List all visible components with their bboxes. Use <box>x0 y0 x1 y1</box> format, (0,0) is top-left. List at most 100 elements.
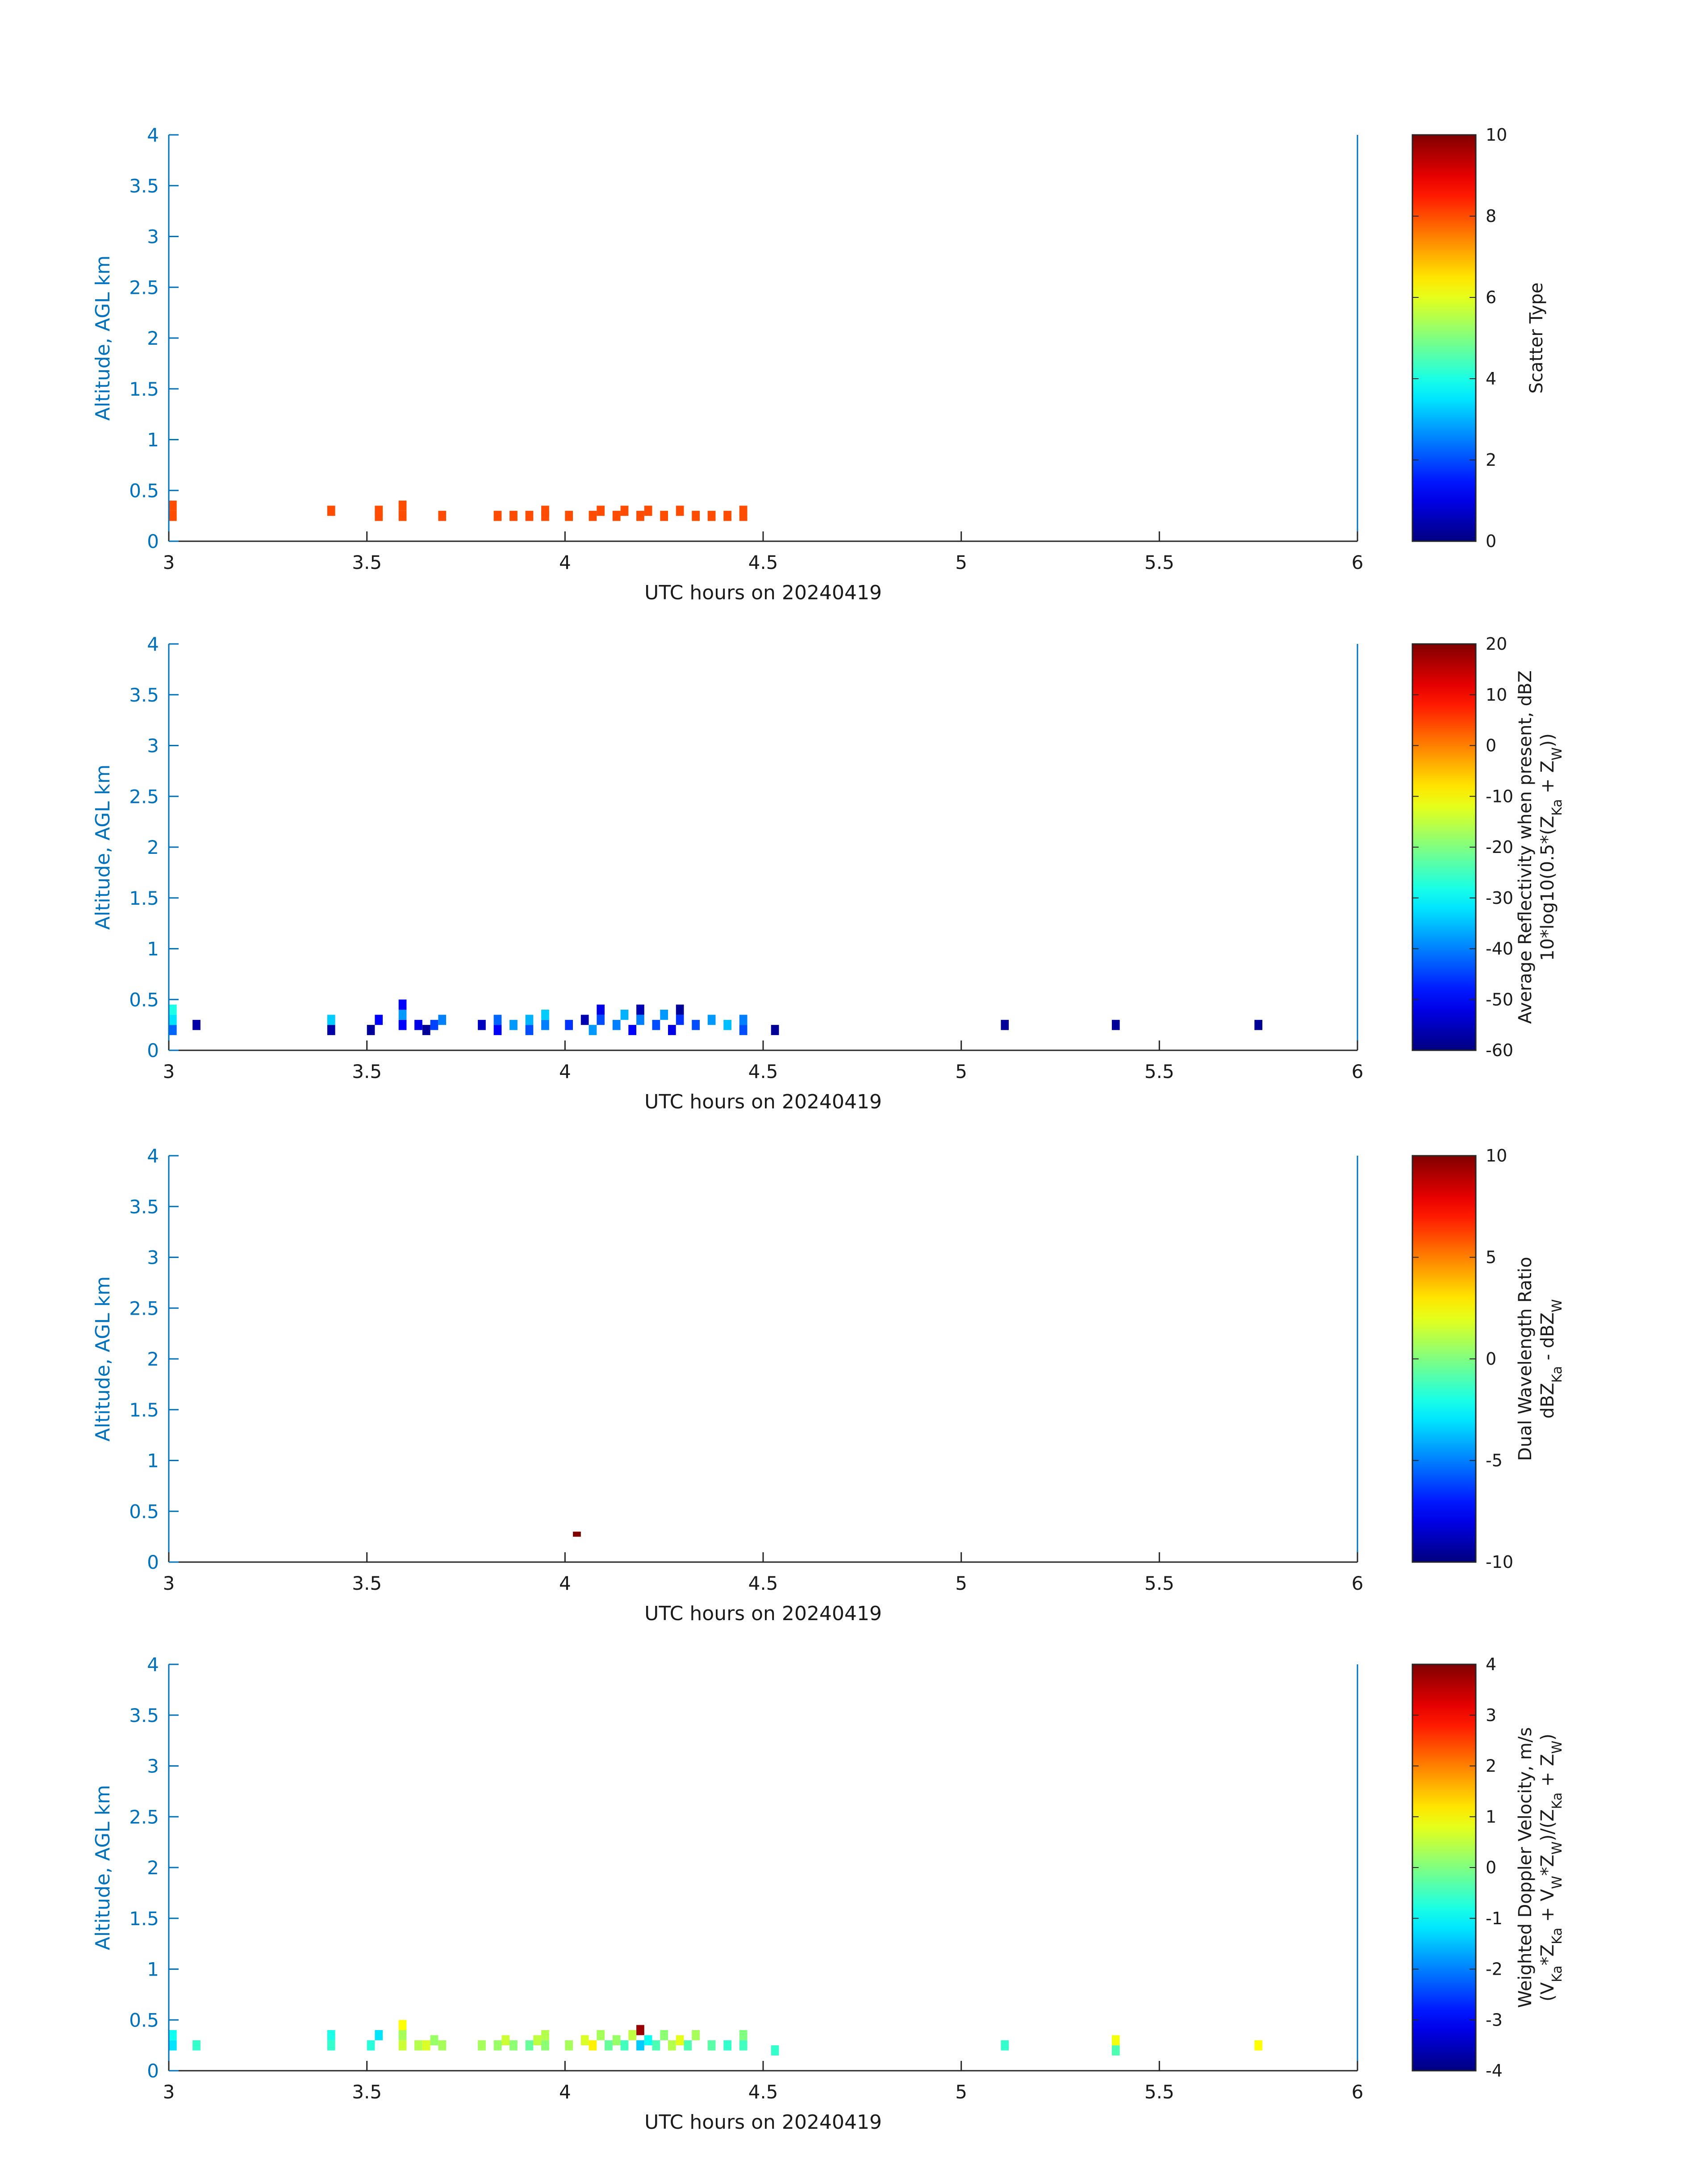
colorbar-gradient <box>1412 643 1477 1051</box>
colorbar-tick-label: -60 <box>1486 1040 1513 1060</box>
y-axis-label: Altitude, AGL km <box>92 765 114 930</box>
colorbar-tick-label: 10 <box>1486 1146 1507 1166</box>
data-cell <box>707 1015 716 1025</box>
data-cell <box>620 2040 629 2051</box>
data-cell <box>541 2030 549 2040</box>
data-cell <box>398 510 407 521</box>
data-cell <box>692 1020 700 1030</box>
colorbar-label: Average Reflectivity when present, dBZ 10… <box>1515 670 1565 1024</box>
data-cell <box>493 1015 502 1025</box>
data-cell <box>692 2030 700 2040</box>
y-tick-label: 0 <box>147 531 159 552</box>
data-cell <box>676 2035 684 2046</box>
x-tick-label: 4.5 <box>748 552 778 573</box>
data-cell <box>398 2040 407 2051</box>
data-cell <box>493 1025 502 1035</box>
data-cells <box>169 2020 1262 2056</box>
colorbar-tick-label: -10 <box>1486 786 1513 806</box>
data-cell <box>652 2040 660 2051</box>
panel-3: 3 3.5 4 4.5 5 5.5 6 0 0.5 1 1.5 2 2.5 3 3.5 4 UTC hours … <box>92 1145 1565 1625</box>
data-cell <box>501 2035 510 2046</box>
x-tick-label: 6 <box>1352 552 1364 573</box>
colorbar-tick-label: 1 <box>1486 1807 1496 1826</box>
data-cell <box>565 2040 573 2051</box>
data-cell <box>739 1025 748 1035</box>
x-tick-label: 3.5 <box>352 1061 382 1082</box>
y-tick-label: 1.5 <box>129 378 159 400</box>
data-cell <box>192 2040 200 2051</box>
data-cell <box>375 1015 383 1025</box>
data-cell <box>541 1010 549 1020</box>
data-cell <box>398 1010 407 1020</box>
x-tick-label: 3.5 <box>352 2081 382 2103</box>
data-cell <box>589 510 597 521</box>
colorbar-label: Scatter Type <box>1526 283 1547 394</box>
data-cell <box>430 1020 438 1030</box>
y-tick-label: 3.5 <box>129 1196 159 1218</box>
data-cell <box>668 2040 676 2051</box>
y-tick-label: 4 <box>147 633 159 655</box>
colorbar-label-line: Weighted Doppler Velocity, m/s <box>1515 1727 1536 2008</box>
data-cell <box>367 1025 375 1035</box>
data-cell <box>1254 1020 1262 1030</box>
data-cell <box>565 510 573 521</box>
y-tick-label: 4 <box>147 1145 159 1167</box>
x-tick-label: 4.5 <box>748 2081 778 2103</box>
data-cell <box>636 1015 644 1025</box>
data-cell <box>533 2035 541 2046</box>
colorbar-tick-label: -10 <box>1486 1552 1513 1572</box>
data-cell <box>1001 2040 1009 2051</box>
data-cells <box>573 1531 581 1537</box>
data-cell <box>723 510 731 521</box>
data-cell <box>438 1015 447 1025</box>
data-cell <box>597 506 605 516</box>
x-tick-label: 6 <box>1352 2081 1364 2103</box>
colorbar-tick-label: 0 <box>1486 736 1496 756</box>
data-cell <box>707 510 716 521</box>
data-cell <box>169 1015 177 1025</box>
data-cell <box>723 2040 731 2051</box>
data-cell <box>771 2045 779 2056</box>
data-cell <box>327 2030 335 2040</box>
colorbar-tick-label: -30 <box>1486 888 1513 908</box>
data-cell <box>628 1025 636 1035</box>
colorbar-tick-label: 0 <box>1486 531 1496 551</box>
data-cell <box>367 2040 375 2051</box>
data-cell <box>636 510 644 521</box>
x-tick-label: 3 <box>163 1572 175 1594</box>
data-cell <box>169 1025 177 1035</box>
x-tick-label: 5.5 <box>1144 2081 1174 2103</box>
x-tick-label: 4 <box>559 1572 571 1594</box>
data-cell <box>612 510 621 521</box>
data-cell <box>1111 2045 1120 2056</box>
data-cell <box>493 510 502 521</box>
data-cell <box>739 2030 748 2040</box>
data-cell <box>684 2040 692 2051</box>
x-tick-label: 5.5 <box>1144 1061 1174 1082</box>
data-cell <box>676 506 684 516</box>
data-cell <box>478 2040 486 2051</box>
data-cell <box>169 2040 177 2051</box>
data-cell <box>636 2040 644 2051</box>
y-tick-label: 4 <box>147 124 159 146</box>
y-tick-label: 0.5 <box>129 2009 159 2031</box>
data-cell <box>192 1020 200 1030</box>
colorbar-tick-label: 3 <box>1486 1705 1496 1725</box>
y-tick-label: 2.5 <box>129 276 159 298</box>
data-cell <box>589 1025 597 1035</box>
y-tick-label: 1.5 <box>129 1908 159 1930</box>
data-cell <box>327 2040 335 2051</box>
data-cell <box>628 2030 636 2040</box>
data-cell <box>398 999 407 1010</box>
y-tick-label: 0 <box>147 1551 159 1573</box>
y-tick-label: 1 <box>147 1959 159 1981</box>
colorbar-gradient <box>1412 1155 1477 1563</box>
data-cell <box>597 2030 605 2040</box>
y-tick-label: 3 <box>147 1755 159 1777</box>
y-axis-label: Altitude, AGL km <box>92 255 114 421</box>
colorbar-tick-label: 2 <box>1486 1756 1496 1776</box>
data-cell <box>478 1020 486 1030</box>
data-cell <box>493 2040 502 2051</box>
data-cell <box>525 510 534 521</box>
